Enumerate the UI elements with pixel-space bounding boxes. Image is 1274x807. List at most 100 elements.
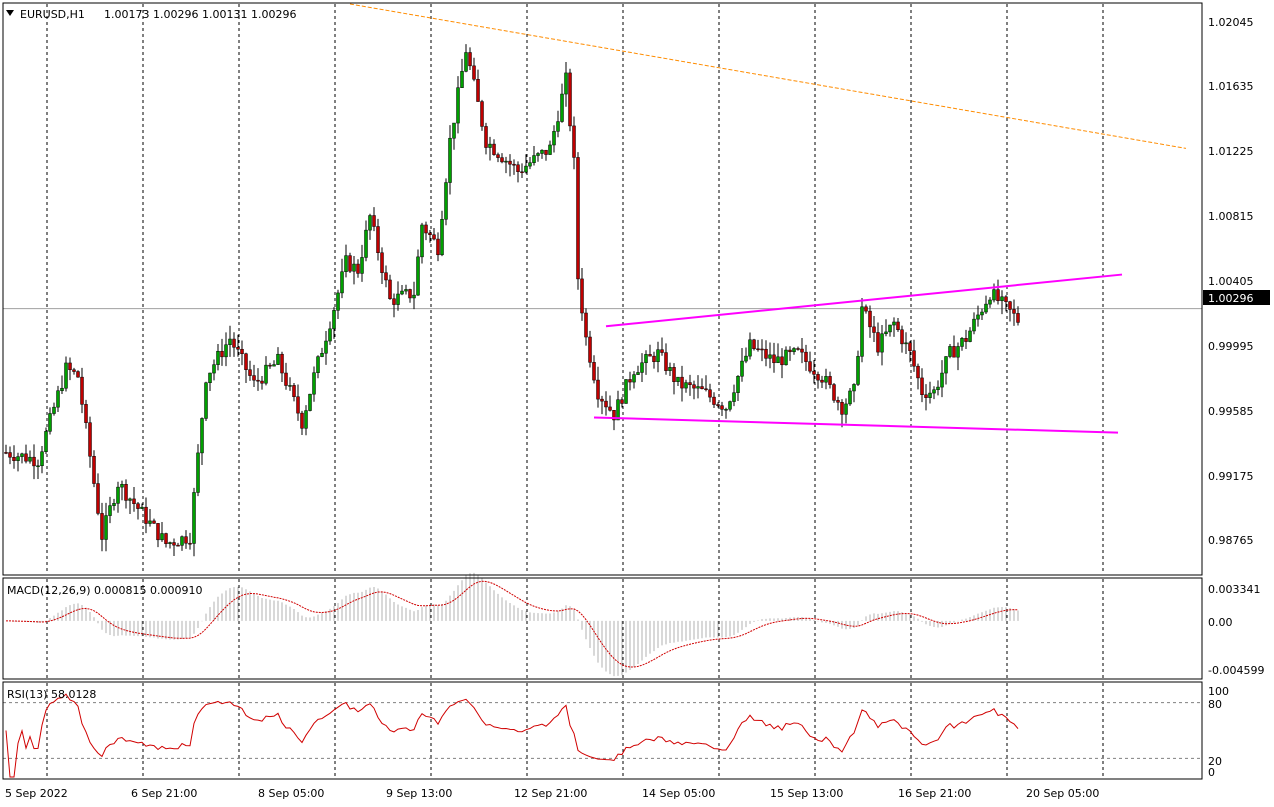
- resistance-line: [349, 3, 1187, 149]
- candle-body: [968, 330, 972, 342]
- candle-body: [12, 456, 16, 461]
- current-price-box: [1203, 290, 1270, 305]
- candle-body: [972, 318, 976, 332]
- candle-body: [132, 498, 136, 504]
- candle-body: [572, 125, 576, 158]
- candle-body: [700, 386, 704, 390]
- candle-body: [336, 292, 340, 311]
- candle-body: [504, 160, 508, 163]
- macd-tick: -0.004599: [1208, 664, 1264, 677]
- candle-body: [604, 400, 608, 408]
- candle-body: [948, 346, 952, 357]
- candle-body: [128, 498, 132, 501]
- candle-body: [208, 372, 212, 383]
- candle-body: [784, 349, 788, 366]
- candle-body: [352, 263, 356, 272]
- candle-body: [432, 234, 436, 240]
- candle-body: [72, 369, 76, 372]
- candle-body: [276, 353, 280, 365]
- candle-body: [528, 162, 532, 167]
- price-axis: 1.02045 1.01635 1.01225 1.00815 1.00405 …: [1203, 16, 1270, 547]
- candle-body: [928, 392, 932, 398]
- candle-body: [980, 311, 984, 316]
- candle-body: [576, 157, 580, 280]
- candle-body: [516, 164, 520, 172]
- candle-body: [436, 238, 440, 256]
- candle-body: [788, 349, 792, 353]
- trendlines-group: [349, 3, 1187, 434]
- candle-body: [1000, 296, 1004, 302]
- candle-body: [488, 143, 492, 148]
- candle-body: [496, 154, 500, 158]
- candle-body: [480, 101, 484, 127]
- price-tick: 1.02045: [1208, 16, 1254, 29]
- price-tick: 0.99995: [1208, 340, 1254, 353]
- candle-body: [892, 321, 896, 326]
- candle-body: [248, 369, 252, 376]
- candle-body: [20, 453, 24, 457]
- candle-body: [748, 339, 752, 357]
- candle-body: [104, 515, 108, 540]
- candle-body: [988, 299, 992, 305]
- price-tick: 0.98765: [1208, 534, 1254, 547]
- candle-body: [368, 215, 372, 231]
- candle-body: [612, 410, 616, 421]
- candle-body: [760, 348, 764, 351]
- candle-body: [472, 65, 476, 80]
- dropdown-triangle-icon[interactable]: [6, 10, 14, 16]
- candle-body: [272, 364, 276, 367]
- candle-body: [192, 492, 196, 544]
- rsi-label: RSI(13) 58.0128: [7, 688, 96, 701]
- candle-body: [420, 224, 424, 258]
- candle-body: [776, 356, 780, 364]
- macd-signal-line: [5, 580, 1019, 668]
- candle-body: [168, 542, 172, 544]
- candle-body: [240, 348, 244, 355]
- candle-body: [556, 121, 560, 132]
- candle-body: [476, 79, 480, 102]
- candle-body: [184, 536, 188, 544]
- candle-body: [444, 182, 448, 220]
- candle-body: [904, 342, 908, 345]
- candle-body: [856, 356, 860, 385]
- candle-body: [320, 352, 324, 357]
- candle-body: [756, 348, 760, 351]
- time-tick: 16 Sep 21:00: [898, 787, 971, 800]
- candle-body: [284, 372, 288, 386]
- candle-body: [180, 536, 184, 546]
- candle-body: [256, 379, 260, 382]
- candle-body: [292, 385, 296, 397]
- candle-body: [964, 338, 968, 342]
- candle-body: [40, 451, 44, 467]
- candle-body: [236, 347, 240, 350]
- candle-body: [280, 353, 284, 374]
- candle-body: [732, 392, 736, 402]
- candle-body: [636, 372, 640, 375]
- candle-body: [412, 294, 416, 299]
- candle-body: [580, 278, 584, 314]
- candle-body: [860, 306, 864, 357]
- candle-body: [820, 379, 824, 383]
- candle-body: [64, 362, 68, 389]
- price-tick: 0.99585: [1208, 405, 1254, 418]
- candle-body: [844, 403, 848, 415]
- time-tick: 15 Sep 13:00: [770, 787, 843, 800]
- candle-body: [500, 157, 504, 163]
- candle-body: [460, 71, 464, 88]
- candle-body: [800, 348, 804, 353]
- rsi-tick: 20: [1208, 755, 1222, 768]
- candle-body: [708, 389, 712, 398]
- macd-pane-frame: [2, 577, 1203, 680]
- candle-body: [44, 431, 48, 452]
- candle-body: [116, 486, 120, 504]
- candle-body: [244, 353, 248, 370]
- candle-body: [548, 144, 552, 155]
- candle-body: [648, 354, 652, 357]
- time-tick: 12 Sep 21:00: [514, 787, 587, 800]
- candle-body: [668, 367, 672, 371]
- candle-body: [512, 163, 516, 166]
- candle-body: [796, 348, 800, 350]
- candle-body: [380, 252, 384, 273]
- candle-body: [680, 376, 684, 389]
- rsi-group: [3, 693, 1202, 778]
